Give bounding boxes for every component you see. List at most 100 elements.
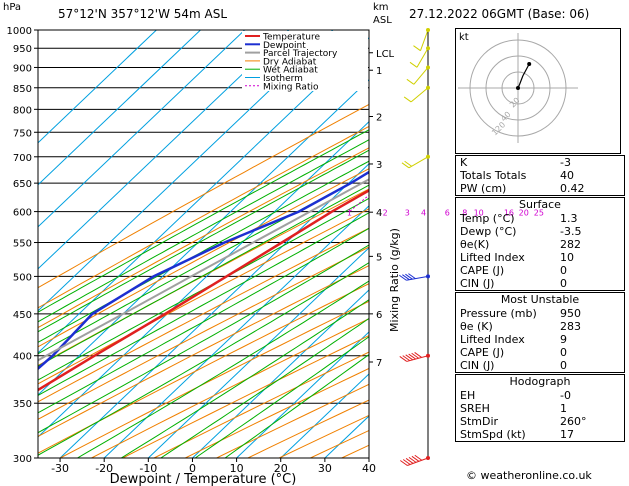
dry-adiabat	[38, 265, 369, 438]
mixing-ratio-label: 3	[405, 209, 410, 218]
location-label: 57°12'N 357°12'W 54m ASL	[58, 7, 228, 21]
mixing-ratio-labels: 1 2 3 4 6 8 10 16 20 25	[347, 209, 544, 218]
mixing-ratio-label: 20	[519, 209, 529, 218]
wet-adiabat	[38, 227, 369, 414]
temperature-tick-label: -30	[51, 462, 69, 475]
dry-adiabat	[38, 103, 369, 289]
row-label: CIN (J)	[460, 277, 495, 290]
pressure-tick-label: 300	[13, 454, 32, 465]
temperature-tick-label: 40	[362, 462, 376, 475]
isotherm	[103, 205, 369, 458]
row-label: SREH	[460, 402, 490, 415]
table-row: Temp (°C) 1.3	[456, 212, 624, 225]
isotherm	[38, 79, 369, 396]
table-row: CAPE (J) 0	[456, 346, 624, 359]
hodograph-unit: kt	[459, 32, 469, 43]
row-label: PW (cm)	[460, 182, 507, 195]
isotherm	[192, 289, 369, 458]
pressure-axis: 300 350 400 450 500 550 600 650 700 750 800 850 900 9…	[7, 26, 38, 465]
row-value: -3.5	[560, 225, 582, 238]
wind-barb-flag	[402, 355, 411, 362]
indices-table: K -3 Totals Totals 40 PW (cm) 0.42	[455, 155, 625, 196]
mixing-ratio-label: 16	[504, 209, 514, 218]
profile-lines	[38, 170, 369, 392]
row-label: θe(K)	[460, 238, 490, 251]
row-label: StmDir	[460, 415, 499, 428]
height-tick-label: 6	[376, 310, 382, 321]
most-unstable-title: Most Unstable	[500, 293, 580, 306]
pressure-tick-label: 1000	[7, 26, 32, 37]
wind-barb-flag	[406, 78, 415, 85]
surface-rows: Temp (°C) 1.3 Dewp (°C) -3.5 θe(K) 282 Lifted …	[456, 212, 624, 290]
height-tick-label: 2	[376, 113, 382, 124]
plot-frame	[37, 29, 370, 459]
table-row: SREH 1	[456, 402, 624, 415]
row-value: 283	[560, 320, 581, 333]
wet-adiabat	[38, 139, 369, 323]
row-value: 0.42	[560, 182, 585, 195]
wind-barb-flag	[404, 160, 412, 167]
wind-barb-flag	[409, 61, 418, 68]
legend-label: Wet Adiabat	[263, 66, 318, 76]
table-row: CIN (J) 0	[456, 277, 624, 290]
temperature-tick-label: -10	[139, 462, 157, 475]
hodograph-trace	[516, 62, 532, 90]
pressure-tick-label: 950	[13, 44, 32, 55]
isotherm	[38, 30, 334, 312]
dry-adiabat	[38, 168, 369, 348]
dry-adiabat	[38, 283, 369, 454]
row-value: 260°	[560, 415, 587, 428]
height-tick-label: 1	[376, 66, 382, 77]
isotherm	[280, 373, 369, 458]
wind-profile	[399, 28, 430, 466]
hodograph-table-rows: EH -0 SREH 1 StmDir 260° StmSpd (kt) 17	[456, 389, 624, 441]
pressure-tick-label: 850	[13, 84, 32, 95]
legend-label: Dry Adiabat	[263, 57, 317, 67]
dry-adiabat	[91, 318, 369, 458]
temperature-axis: -30 -20 -10 0 10 20 30 40	[51, 458, 376, 475]
table-row: Lifted Index 9	[456, 333, 624, 346]
mixing-ratio-label: 6	[445, 209, 450, 218]
mixing-ratio-label: 25	[534, 209, 544, 218]
y-axis-title: Mixing Ratio (g/kg)	[388, 228, 401, 332]
wind-barb-flag	[399, 274, 407, 281]
temperature-tick-label: 20	[274, 462, 288, 475]
pressure-tick-label: 500	[13, 272, 32, 283]
row-value: -0	[560, 389, 571, 402]
wet-adiabat	[120, 299, 369, 458]
wet-adiabat	[38, 262, 369, 456]
hodograph-origin	[516, 86, 520, 90]
isotherm	[38, 30, 246, 228]
wind-barb-flag	[413, 45, 421, 52]
row-label: θe (K)	[460, 320, 493, 333]
legend-label: Parcel Trajectory	[263, 49, 338, 59]
wet-adiabat	[160, 317, 369, 458]
table-row: K -3	[456, 156, 624, 169]
dry-adiabat	[122, 334, 369, 458]
wet-adiabat	[38, 244, 369, 434]
wind-barb-flag	[414, 352, 422, 358]
wet-adiabat	[38, 160, 369, 343]
indices-rows: K -3 Totals Totals 40 PW (cm) 0.42	[456, 156, 624, 195]
row-label: Lifted Index	[460, 251, 525, 264]
stability-tables: K -3 Totals Totals 40 PW (cm) 0.42 Surface Te…	[455, 155, 625, 443]
isotherm	[236, 331, 369, 458]
series-line	[38, 170, 369, 371]
legend-label: Temperature	[262, 33, 320, 43]
height-tick-label: LCL	[376, 49, 395, 60]
background-lines	[38, 30, 369, 458]
height-tick-label: 5	[376, 252, 382, 263]
wind-barb-flag	[408, 273, 416, 280]
wind-barb-flag	[399, 356, 408, 362]
hodograph-table: Hodograph EH -0 SREH 1 StmDir 260° StmSpd (kt)…	[455, 374, 625, 442]
mixing-ratio-label: 10	[474, 209, 484, 218]
most-unstable-rows: Pressure (mb) 950 θe (K) 283 Lifted Index 9 CA…	[456, 307, 624, 372]
table-row: Pressure (mb) 950	[456, 307, 624, 320]
pressure-tick-label: 450	[13, 310, 32, 321]
wind-barb-flag	[401, 162, 410, 169]
wet-adiabat	[38, 129, 369, 313]
header: hPa 57°12'N 357°12'W 54m ASL km ASL 27.1…	[0, 0, 629, 26]
mixing-ratio-label: 2	[383, 209, 388, 218]
